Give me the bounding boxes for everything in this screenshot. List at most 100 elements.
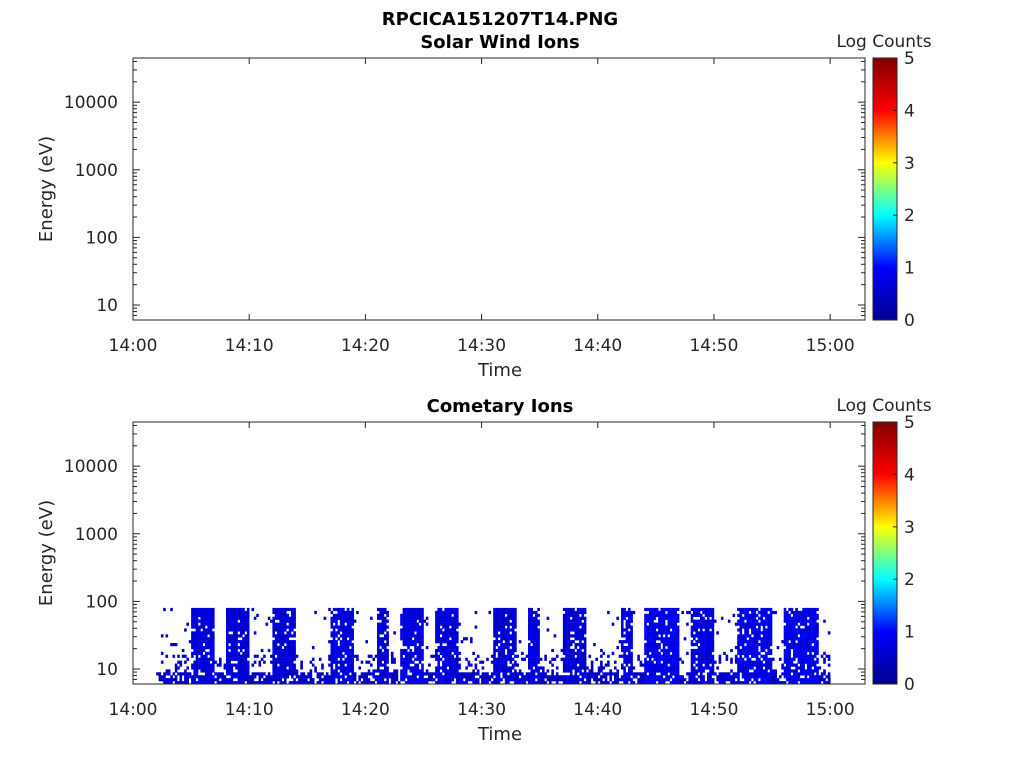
spectrogram-cell bbox=[212, 651, 215, 655]
spectrogram-cell bbox=[574, 678, 578, 682]
spectrogram-cell bbox=[202, 675, 206, 679]
spectrogram-cell bbox=[669, 613, 673, 617]
spectrogram-cell bbox=[804, 634, 808, 638]
spectrogram-cell bbox=[379, 616, 382, 620]
spectrogram-cell bbox=[411, 643, 415, 647]
spectrogram-cell bbox=[330, 663, 334, 667]
spectrogram-cell bbox=[346, 613, 350, 617]
spectrogram-cell bbox=[228, 622, 231, 626]
spectrogram-cell bbox=[688, 681, 691, 685]
spectrogram-cell bbox=[202, 610, 206, 615]
spectrogram-cell bbox=[628, 675, 631, 679]
spectrogram-cell bbox=[590, 672, 594, 676]
spectrogram-cell bbox=[753, 607, 757, 612]
spectrogram-cell bbox=[544, 657, 547, 661]
spectrogram-cell bbox=[674, 651, 677, 655]
spectrogram-cell bbox=[232, 637, 236, 641]
spectrogram-cell bbox=[528, 672, 531, 676]
spectrogram-cell bbox=[330, 640, 334, 644]
spectrogram-cell bbox=[293, 657, 296, 661]
spectrogram-cell bbox=[790, 637, 794, 641]
spectrogram-cell bbox=[662, 640, 666, 644]
spectrogram-cell bbox=[762, 681, 766, 685]
spectrogram-cell bbox=[237, 640, 241, 644]
spectrogram-cell bbox=[788, 619, 791, 623]
spectrogram-cell bbox=[583, 616, 587, 620]
spectrogram-cell bbox=[567, 654, 571, 658]
spectrogram-cell bbox=[500, 651, 503, 655]
spectrogram-cell bbox=[207, 607, 210, 612]
spectrogram-cell bbox=[374, 669, 378, 673]
spectrogram-cell bbox=[709, 678, 712, 682]
spectrogram-cell bbox=[741, 672, 745, 676]
spectrogram-cell bbox=[446, 637, 450, 641]
spectrogram-cell bbox=[209, 651, 213, 655]
colorbar-label: Log Counts bbox=[836, 32, 931, 52]
spectrogram-cell bbox=[351, 675, 354, 679]
spectrogram-cell bbox=[662, 613, 666, 617]
spectrogram-cell bbox=[379, 669, 382, 673]
spectrogram-cell bbox=[676, 637, 680, 641]
spectrogram-cell bbox=[744, 669, 747, 673]
spectrogram-cell bbox=[377, 654, 380, 658]
spectrogram-cell bbox=[172, 672, 176, 676]
spectrogram-cell bbox=[658, 625, 661, 629]
spectrogram-cell bbox=[407, 634, 410, 638]
spectrogram-cell bbox=[660, 622, 664, 626]
spectrogram-cell bbox=[690, 666, 694, 670]
spectrogram-cell bbox=[760, 681, 763, 685]
spectrogram-cell bbox=[291, 628, 294, 632]
spectrogram-cell bbox=[511, 648, 515, 653]
spectrogram-cell bbox=[707, 628, 710, 632]
spectrogram-cell bbox=[704, 613, 708, 617]
spectrogram-cell bbox=[802, 628, 805, 632]
spectrogram-cell bbox=[581, 616, 585, 620]
spectrogram-cell bbox=[279, 654, 282, 658]
spectrogram-cell bbox=[446, 607, 450, 612]
spectrogram-cell bbox=[207, 628, 210, 632]
spectrogram-cell bbox=[530, 646, 533, 650]
spectrogram-cell bbox=[228, 610, 231, 615]
spectrogram-cell bbox=[574, 610, 578, 615]
spectrogram-cell bbox=[414, 622, 417, 626]
spectrogram-cell bbox=[209, 672, 213, 676]
spectrogram-cell bbox=[651, 675, 654, 679]
spectrogram-cell bbox=[532, 651, 536, 655]
spectrogram-cell bbox=[363, 678, 366, 682]
spectrogram-cell bbox=[379, 607, 382, 612]
spectrogram-cell bbox=[737, 622, 740, 626]
spectrogram-cell bbox=[446, 663, 450, 667]
spectrogram-cell bbox=[646, 678, 650, 682]
spectrogram-cell bbox=[451, 631, 454, 635]
spectrogram-cell bbox=[277, 669, 280, 673]
spectrogram-cell bbox=[284, 648, 287, 653]
spectrogram-cell bbox=[239, 654, 243, 658]
spectrogram-cell bbox=[574, 657, 578, 661]
spectrogram-cell bbox=[195, 663, 199, 667]
spectrogram-cell bbox=[279, 622, 282, 626]
spectrogram-cell bbox=[567, 607, 571, 612]
spectrogram-cell bbox=[191, 625, 194, 629]
spectrogram-cell bbox=[342, 637, 345, 641]
spectrogram-cell bbox=[542, 681, 545, 685]
spectrogram-cell bbox=[456, 634, 459, 638]
spectrogram-cell bbox=[500, 646, 503, 650]
spectrogram-cell bbox=[804, 622, 808, 626]
spectrogram-cell bbox=[456, 666, 459, 670]
spectrogram-cell bbox=[648, 663, 652, 667]
spectrogram-cell bbox=[709, 651, 712, 655]
spectrogram-cell bbox=[555, 666, 559, 670]
spectrogram-cell bbox=[286, 654, 289, 658]
spectrogram-cell bbox=[497, 625, 501, 629]
spectrogram-cell bbox=[804, 681, 808, 685]
spectrogram-cell bbox=[769, 669, 773, 673]
spectrogram-cell bbox=[416, 648, 420, 653]
spectrogram-cell bbox=[648, 631, 652, 635]
spectrogram-cell bbox=[530, 637, 533, 641]
spectrogram-cell bbox=[576, 628, 580, 632]
spectrogram-cell bbox=[453, 619, 457, 623]
spectrogram-cell bbox=[630, 634, 633, 638]
spectrogram-cell bbox=[734, 672, 738, 676]
spectrogram-cell bbox=[202, 631, 206, 635]
spectrogram-cell bbox=[690, 634, 694, 638]
